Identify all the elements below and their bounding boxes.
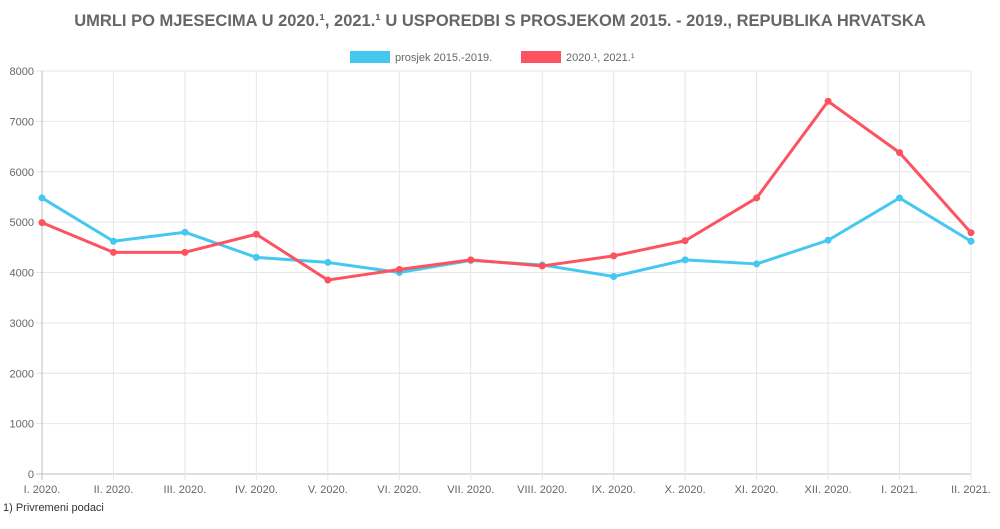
y-tick-label: 0 [28, 469, 34, 481]
y-tick-label: 8000 [10, 66, 34, 78]
data-point [824, 97, 832, 105]
legend-label: 2020.¹, 2021.¹ [566, 52, 635, 64]
data-point [538, 262, 546, 270]
data-point [109, 248, 117, 256]
data-point [896, 194, 904, 202]
x-axis: I. 2020. II. 2020. III. 2020. IV. 2020. V. 2… [24, 484, 991, 496]
x-tick-label: I. 2021. [881, 484, 918, 496]
x-tick-label: III. 2020. [164, 484, 207, 496]
x-tick-label: X. 2020. [665, 484, 706, 496]
data-point [967, 237, 975, 245]
x-tick-label: XI. 2020. [735, 484, 779, 496]
y-tick-label: 4000 [10, 268, 34, 280]
data-point [109, 237, 117, 245]
x-tick-label: IV. 2020. [235, 484, 278, 496]
y-tick-label: 6000 [10, 167, 34, 179]
y-axis: 0 1000 2000 3000 4000 5000 6000 7000 8000 [10, 66, 34, 481]
series-lines [38, 97, 975, 284]
data-point [324, 258, 332, 266]
data-point [896, 149, 904, 157]
legend-swatch [350, 51, 390, 63]
data-point [610, 252, 618, 260]
data-point [681, 237, 689, 245]
chart-title: UMRLI PO MJESECIMA U 2020.¹, 2021.¹ U US… [74, 12, 926, 30]
x-tick-label: V. 2020. [308, 484, 348, 496]
x-tick-label: II. 2020. [94, 484, 134, 496]
legend: prosjek 2015.-2019. 2020.¹, 2021.¹ [350, 51, 635, 64]
data-point [395, 265, 403, 273]
x-tick-label: XII. 2020. [805, 484, 852, 496]
grid-lines [36, 70, 972, 480]
x-tick-label: II. 2021. [951, 484, 991, 496]
data-point [38, 219, 46, 227]
x-tick-label: VI. 2020. [377, 484, 421, 496]
data-point [753, 194, 761, 202]
y-tick-label: 5000 [10, 217, 34, 229]
data-point [753, 260, 761, 268]
data-point [967, 229, 975, 237]
y-tick-label: 7000 [10, 116, 34, 128]
data-point [610, 273, 618, 281]
data-point [467, 256, 475, 264]
footnote: 1) Privremeni podaci [3, 502, 104, 514]
x-tick-label: VII. 2020. [447, 484, 494, 496]
x-tick-label: IX. 2020. [592, 484, 636, 496]
series-line [40, 99, 973, 282]
x-tick-label: I. 2020. [24, 484, 61, 496]
data-point [824, 236, 832, 244]
data-point [681, 256, 689, 264]
data-point [324, 276, 332, 284]
legend-swatch [521, 51, 561, 63]
data-point [252, 230, 260, 238]
series-line [40, 196, 973, 279]
data-point [252, 253, 260, 261]
y-tick-label: 2000 [10, 368, 34, 380]
y-tick-label: 1000 [10, 419, 34, 431]
x-tick-label: VIII. 2020. [517, 484, 567, 496]
data-point [181, 248, 189, 256]
y-tick-label: 3000 [10, 318, 34, 330]
legend-label: prosjek 2015.-2019. [395, 52, 492, 64]
data-point [181, 228, 189, 236]
data-point [38, 194, 46, 202]
